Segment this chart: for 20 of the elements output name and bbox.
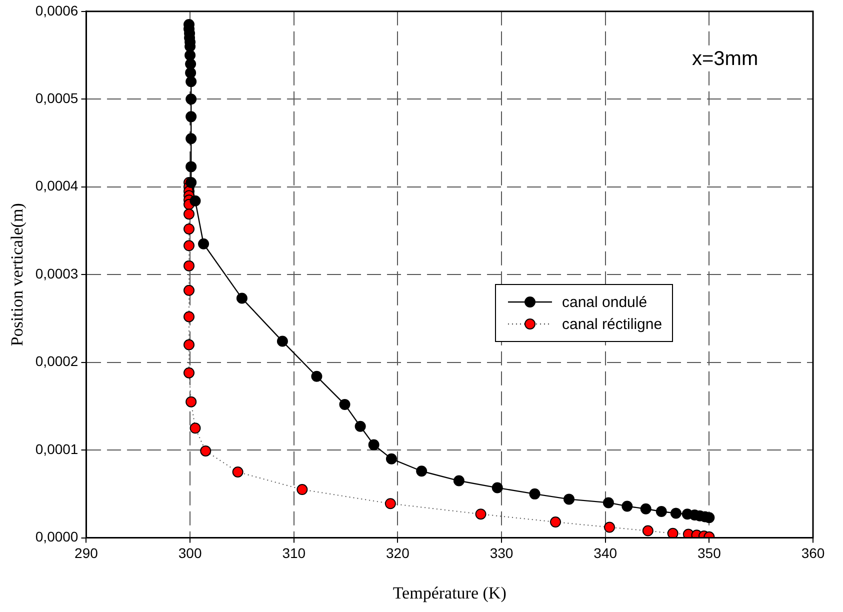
y-tick-label: 0,0001 (35, 440, 78, 457)
x-tick-label: 320 (386, 545, 410, 562)
y-tick-label: 0,0003 (35, 265, 78, 282)
legend-label: canal ondulé (562, 294, 648, 310)
annotation: x=3mm (690, 48, 760, 71)
y-tick-label: 0,0002 (35, 353, 78, 370)
x-axis-title: Température (K) (392, 583, 506, 602)
x-tick-label: 310 (282, 545, 306, 562)
y-tick-label: 0,0006 (35, 2, 78, 18)
x-tick-label: 290 (74, 545, 98, 562)
y-axis-title: Position verticale(m) (8, 203, 27, 346)
legend-label: canal réctiligne (562, 316, 662, 332)
x-tick-label: 350 (697, 545, 722, 562)
y-tick-label: 0,0000 (35, 528, 78, 545)
x-tick-label: 340 (594, 545, 618, 562)
x-tick-label: 300 (178, 545, 202, 562)
y-tick-label: 0,0004 (35, 178, 78, 194)
y-tick-label: 0,0005 (35, 90, 78, 106)
x-tick-label: 360 (801, 545, 825, 562)
x-tick-label: 330 (490, 545, 514, 562)
